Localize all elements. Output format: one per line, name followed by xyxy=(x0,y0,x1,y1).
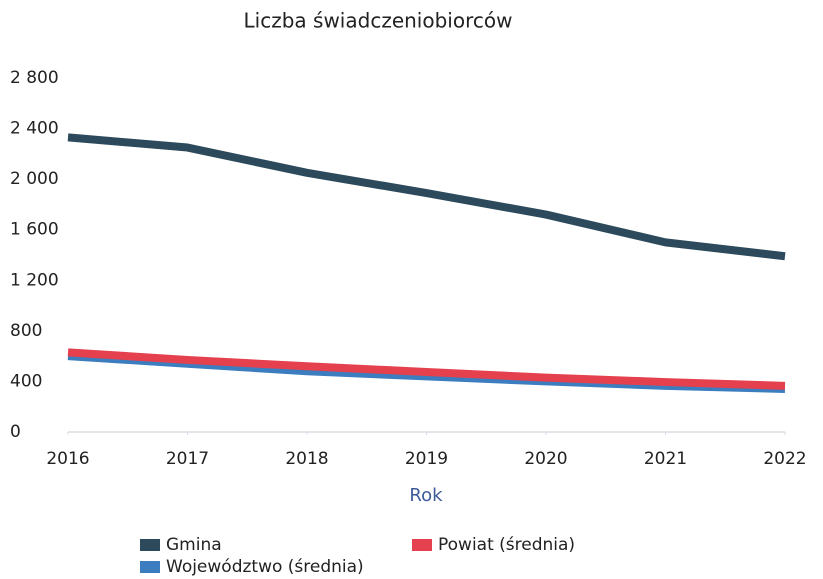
legend-label: Województwo (średnia) xyxy=(166,557,364,577)
y-tick-label: 800 xyxy=(10,321,42,341)
y-tick-label: 2 400 xyxy=(10,119,59,139)
chart-title: Liczba świadczeniobiorców xyxy=(244,9,513,33)
y-tick-label: 1 200 xyxy=(10,270,59,290)
x-tick-label: 2019 xyxy=(405,449,448,469)
x-tick-label: 2022 xyxy=(763,449,806,469)
x-tick-label: 2017 xyxy=(166,449,209,469)
legend-swatch xyxy=(140,539,160,551)
legend-swatch xyxy=(412,539,432,551)
y-tick-label: 1 600 xyxy=(10,220,59,240)
y-tick-label: 2 000 xyxy=(10,169,59,189)
series-line xyxy=(67,348,786,390)
y-tick-label: 0 xyxy=(10,422,21,442)
legend-swatch xyxy=(140,561,160,573)
x-tick-label: 2021 xyxy=(644,449,687,469)
x-tick-label: 2018 xyxy=(285,449,328,469)
series-line xyxy=(67,133,786,261)
y-tick-label: 2 800 xyxy=(10,68,59,88)
legend-label: Gmina xyxy=(166,535,222,555)
x-tick-label: 2020 xyxy=(524,449,567,469)
y-tick-label: 400 xyxy=(10,371,42,391)
x-axis-label: Rok xyxy=(409,485,443,506)
legend-label: Powiat (średnia) xyxy=(438,535,575,555)
x-tick-label: 2016 xyxy=(46,449,89,469)
